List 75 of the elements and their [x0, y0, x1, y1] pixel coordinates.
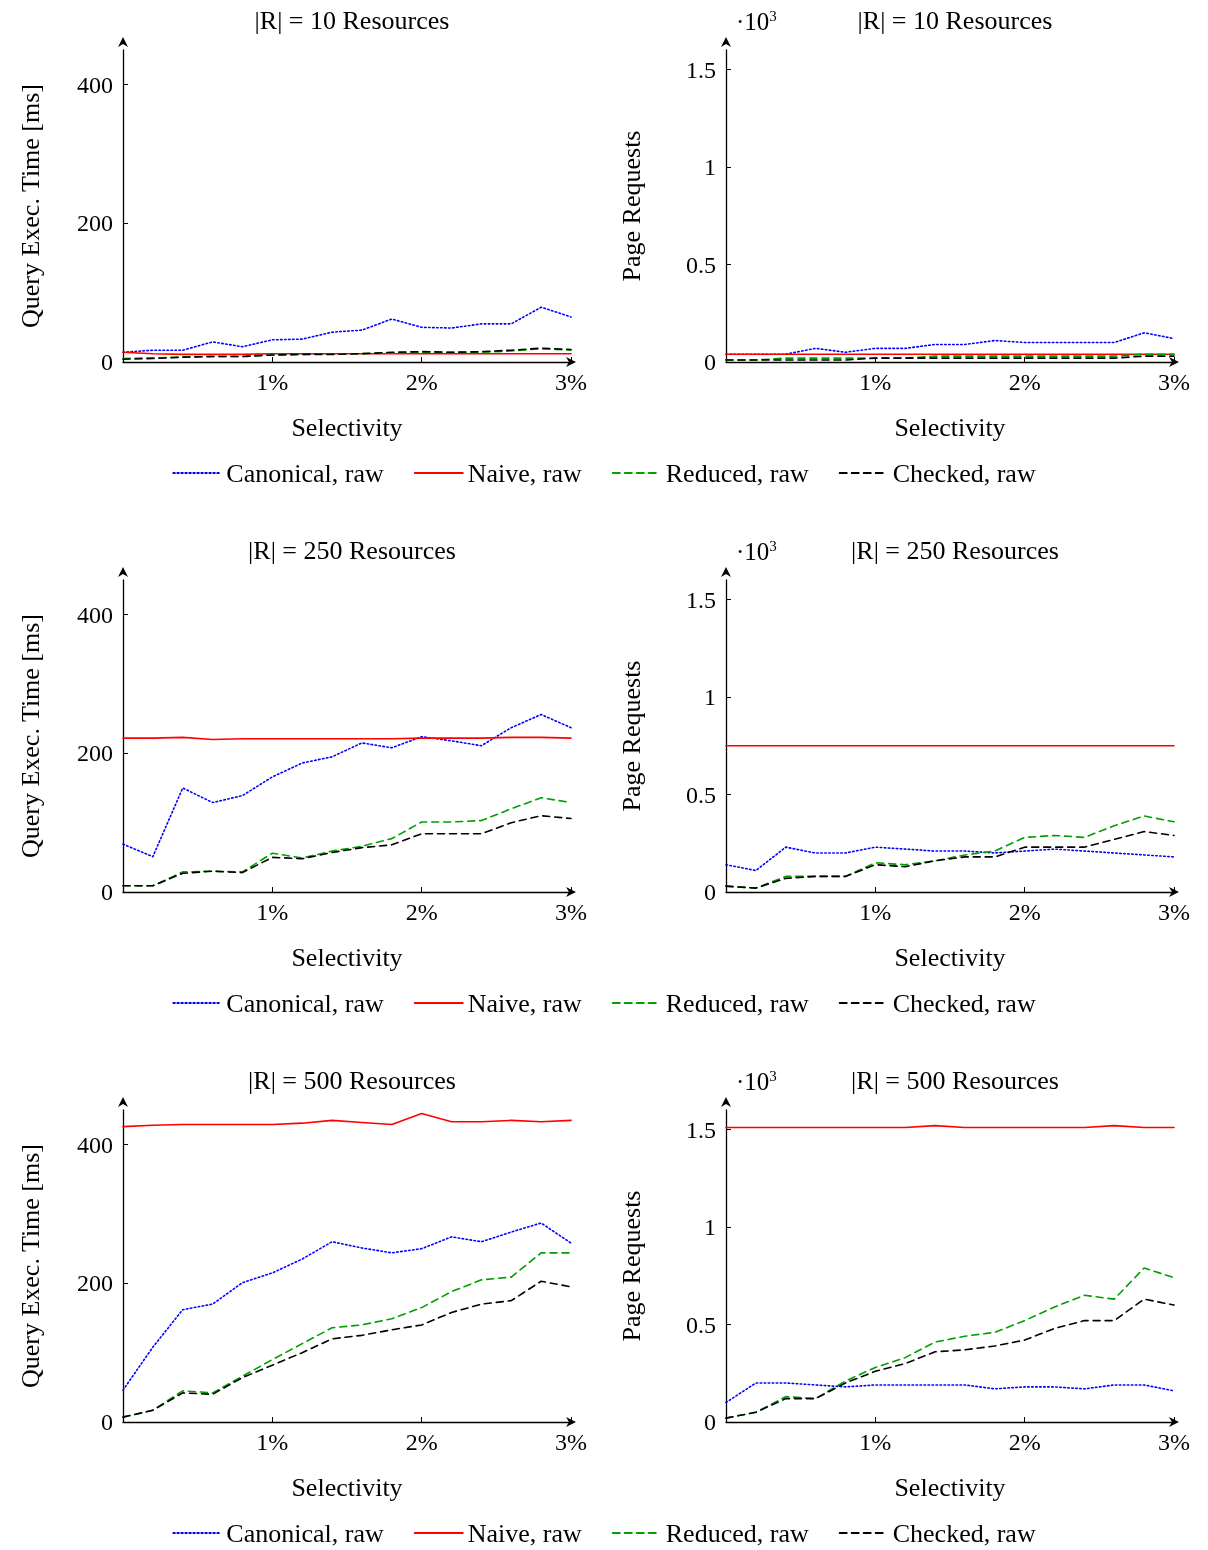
- x-axis-title: Selectivity: [291, 1472, 403, 1502]
- line-series: [122, 306, 572, 354]
- y-tick-label: 1: [704, 154, 716, 180]
- y-tick-label: 0: [101, 879, 113, 905]
- y-tick-label: 400: [77, 71, 113, 98]
- y-tick-label: 1.5: [686, 586, 716, 613]
- x-axis-title: Selectivity: [291, 412, 403, 442]
- y-tick-label: 1.5: [686, 56, 716, 83]
- x-tick-label: 1%: [256, 369, 289, 395]
- chart-title: |R| = 250 Resources: [248, 535, 456, 565]
- legend-label: Checked, raw: [892, 988, 1036, 1018]
- y-tick-label: 0: [704, 349, 716, 375]
- y-axis-title: Page Requests: [616, 130, 646, 282]
- y-tick-label: 400: [77, 1131, 113, 1158]
- y-axis-title: Query Exec. Time [ms]: [15, 83, 45, 329]
- y-tick-label: 0: [704, 879, 716, 905]
- y-axis-title: Page Requests: [616, 1190, 646, 1342]
- y-tick-label: 200: [77, 1270, 113, 1297]
- y-tick-label: 400: [77, 601, 113, 628]
- x-axis-title: Selectivity: [894, 942, 1006, 972]
- chart-title: |R| = 250 Resources: [851, 535, 1059, 565]
- y-tick-label: 0.5: [686, 251, 716, 278]
- x-tick-label: 2%: [405, 1429, 438, 1455]
- x-tick-label: 3%: [1158, 899, 1190, 925]
- x-tick-label: 1%: [859, 1429, 892, 1455]
- legend-label: Canonical, raw: [226, 458, 384, 488]
- y-axis-title: Page Requests: [616, 660, 646, 812]
- y-tick-label: 0: [101, 349, 113, 375]
- y-axis-title: Query Exec. Time [ms]: [15, 613, 45, 859]
- line-series: [122, 1112, 572, 1128]
- y-tick-label: 1: [704, 684, 716, 710]
- y-tick-label: 1.5: [686, 1116, 716, 1143]
- line-series: [122, 713, 572, 858]
- chart-title: |R| = 10 Resources: [254, 5, 450, 35]
- x-tick-label: 1%: [256, 899, 289, 925]
- x-tick-label: 1%: [859, 899, 892, 925]
- x-tick-label: 2%: [1008, 1429, 1041, 1455]
- y-tick-label: 0: [704, 1409, 716, 1435]
- legend-label: Checked, raw: [892, 1518, 1036, 1548]
- x-tick-label: 1%: [859, 369, 892, 395]
- y-axis-title: Query Exec. Time [ms]: [15, 1143, 45, 1389]
- legend-label: Canonical, raw: [226, 1518, 384, 1548]
- legend-label: Naive, raw: [467, 988, 583, 1018]
- x-axis-title: Selectivity: [291, 942, 403, 972]
- legend-label: Reduced, raw: [665, 1518, 809, 1548]
- legend-label: Naive, raw: [467, 1518, 583, 1548]
- y-tick-label: 200: [77, 210, 113, 237]
- x-axis-title: Selectivity: [894, 412, 1006, 442]
- legend-label: Canonical, raw: [226, 988, 384, 1018]
- y-tick-label: 0: [101, 1409, 113, 1435]
- x-tick-label: 3%: [555, 1429, 587, 1455]
- x-tick-label: 2%: [1008, 369, 1041, 395]
- x-axis-title: Selectivity: [894, 1472, 1006, 1502]
- chart-title: |R| = 10 Resources: [857, 5, 1053, 35]
- legend-label: Reduced, raw: [665, 458, 809, 488]
- legend-label: Naive, raw: [467, 458, 583, 488]
- line-series: [725, 1382, 1175, 1404]
- line-series: [725, 846, 1175, 872]
- chart-title: |R| = 500 Resources: [851, 1065, 1059, 1095]
- x-tick-label: 1%: [256, 1429, 289, 1455]
- y-tick-label: 200: [77, 740, 113, 767]
- line-series: [122, 1222, 572, 1391]
- y-tick-label: 0.5: [686, 1311, 716, 1338]
- x-tick-label: 3%: [1158, 369, 1190, 395]
- legend-label: Checked, raw: [892, 458, 1036, 488]
- x-tick-label: 3%: [1158, 1429, 1190, 1455]
- y-tick-label: 0.5: [686, 781, 716, 808]
- x-tick-label: 2%: [405, 369, 438, 395]
- y-tick-label: 1: [704, 1214, 716, 1240]
- x-tick-label: 2%: [405, 899, 438, 925]
- x-tick-label: 3%: [555, 369, 587, 395]
- x-tick-label: 2%: [1008, 899, 1041, 925]
- legend-label: Reduced, raw: [665, 988, 809, 1018]
- x-tick-label: 3%: [555, 899, 587, 925]
- chart-title: |R| = 500 Resources: [248, 1065, 456, 1095]
